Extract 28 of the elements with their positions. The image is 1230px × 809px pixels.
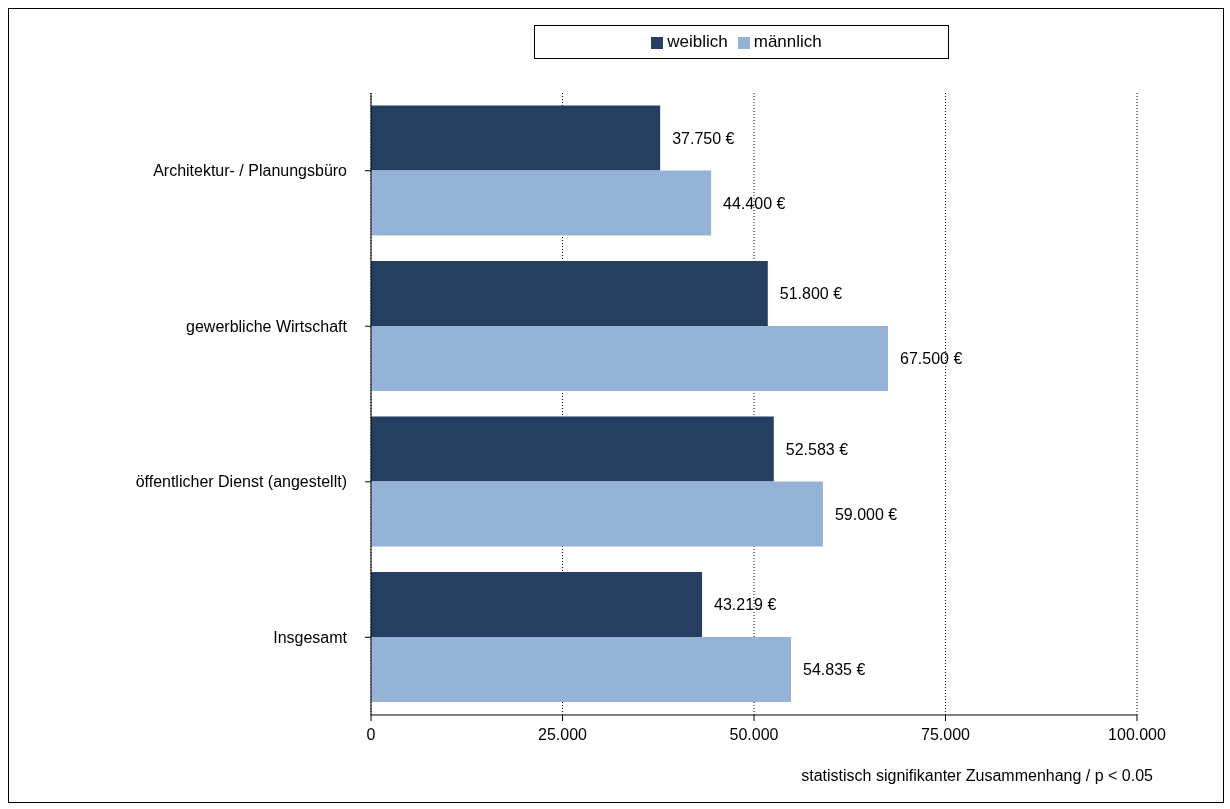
- bar: [371, 416, 774, 482]
- bar: [371, 260, 768, 326]
- data-label: 59.000 €: [834, 505, 898, 523]
- bar: [371, 571, 703, 637]
- data-label: 44.400 €: [723, 194, 786, 212]
- data-label: 54.835 €: [803, 661, 866, 679]
- y-tick-label: Insgesamt: [273, 628, 348, 646]
- x-tick-label: 75.000: [921, 726, 971, 744]
- x-tick-label: 100.000: [1108, 726, 1167, 744]
- legend-label: weiblich: [667, 32, 728, 51]
- legend-label: männlich: [753, 32, 822, 51]
- x-tick-label: 0: [366, 726, 376, 744]
- bar: [371, 636, 792, 702]
- x-tick-label: 25.000: [538, 726, 588, 744]
- bar: [371, 170, 712, 236]
- data-label: 43.219 €: [714, 596, 777, 614]
- bar: [371, 325, 889, 391]
- y-tick-label: gewerbliche Wirtschaft: [186, 317, 348, 335]
- data-label: 52.583 €: [785, 440, 849, 458]
- data-label: 67.500 €: [900, 350, 963, 368]
- bar: [371, 105, 661, 171]
- y-tick-label: Architektur- / Planungsbüro: [153, 162, 348, 180]
- y-tick-label: öffentlicher Dienst (angestellt): [135, 473, 347, 491]
- x-tick-label: 50.000: [729, 726, 779, 744]
- data-label: 51.800 €: [779, 285, 843, 303]
- data-label: 37.750 €: [672, 129, 735, 147]
- text: statistisch signifikanter Zusammenhang / p < 0.05: [801, 767, 1153, 785]
- bar: [371, 481, 823, 547]
